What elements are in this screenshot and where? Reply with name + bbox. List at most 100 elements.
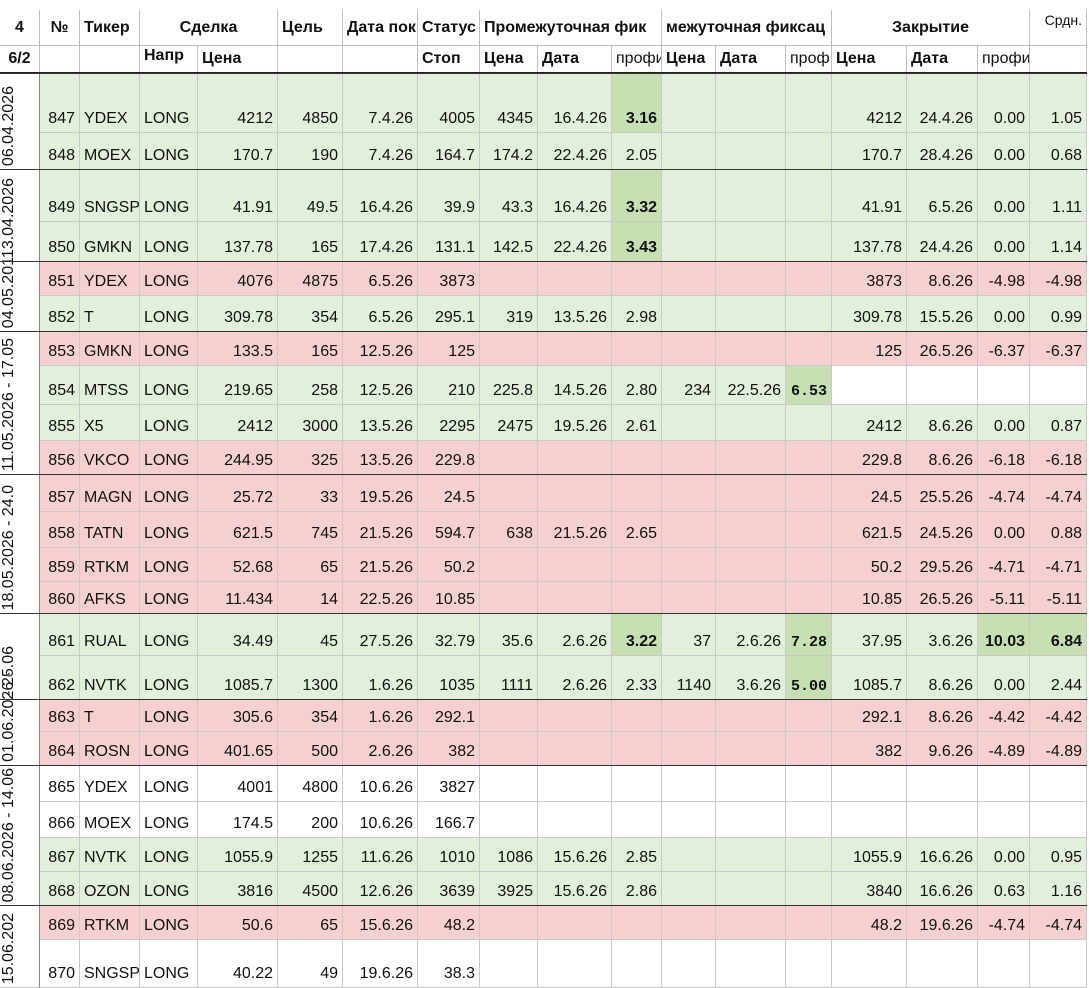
table-cell: 16.6.26 (907, 872, 978, 906)
table-cell (1030, 940, 1087, 988)
table-cell: 125 (418, 332, 480, 366)
table-cell (716, 582, 786, 614)
table-cell: 12.6.26 (343, 872, 418, 906)
table-cell: 10.85 (418, 582, 480, 614)
table-cell: 2.98 (612, 296, 662, 332)
table-cell: -4.74 (978, 475, 1030, 512)
table-cell: 4212 (198, 74, 278, 133)
table-cell: YDEX (80, 262, 140, 296)
table-cell: 10.03 (978, 614, 1030, 656)
table-cell (786, 766, 832, 802)
table-cell: 0.00 (978, 170, 1030, 222)
table-cell: 1.16 (1030, 872, 1087, 906)
table-cell: 2.65 (612, 512, 662, 548)
table-cell: 3.6.26 (716, 656, 786, 700)
table-cell: LONG (140, 441, 198, 475)
table-cell: -4.71 (978, 548, 1030, 582)
week-rule (0, 169, 1087, 170)
table-cell (786, 940, 832, 988)
table-cell: 137.78 (832, 222, 907, 262)
table-cell: -4.71 (1030, 548, 1087, 582)
table-cell: 4076 (198, 262, 278, 296)
table-cell: 6.53 (786, 366, 832, 405)
table-cell: 2.80 (612, 366, 662, 405)
table-cell: 354 (278, 296, 343, 332)
table-cell: 4345 (480, 74, 538, 133)
table-cell: LONG (140, 262, 198, 296)
table-cell: 50.2 (832, 548, 907, 582)
table-cell (662, 133, 716, 170)
table-cell (662, 766, 716, 802)
table-cell: 11.6.26 (343, 838, 418, 872)
table-cell: 258 (278, 366, 343, 405)
table-cell: 25.5.26 (907, 475, 978, 512)
table-cell: 170.7 (198, 133, 278, 170)
table-cell: 382 (832, 732, 907, 766)
subheader-cell: Напр (140, 46, 198, 73)
table-cell (786, 512, 832, 548)
table-cell: 3840 (832, 872, 907, 906)
table-cell: 3.32 (612, 170, 662, 222)
table-cell: 4850 (278, 74, 343, 133)
table-cell: 200 (278, 802, 343, 838)
table-cell (786, 872, 832, 906)
table-cell (716, 512, 786, 548)
table-cell (538, 766, 612, 802)
table-cell: 401.65 (198, 732, 278, 766)
table-cell: 858 (40, 512, 80, 548)
table-cell: TATN (80, 512, 140, 548)
table-cell: 164.7 (418, 133, 480, 170)
table-cell: 65 (278, 548, 343, 582)
table-cell: LONG (140, 700, 198, 732)
table-cell (662, 906, 716, 940)
table-cell (538, 732, 612, 766)
table-cell: 4875 (278, 262, 343, 296)
table-cell: 0.63 (978, 872, 1030, 906)
subheader-cell: Цена (662, 46, 716, 73)
table-cell: 500 (278, 732, 343, 766)
table-cell: 174.2 (480, 133, 538, 170)
table-cell (832, 766, 907, 802)
table-cell: 3639 (418, 872, 480, 906)
week-label: 08.06.2026 - 14.06 (0, 767, 17, 902)
table-cell: 1.6.26 (343, 700, 418, 732)
table-cell: 2.86 (612, 872, 662, 906)
table-cell (716, 405, 786, 441)
table-cell: 19.6.26 (907, 906, 978, 940)
table-cell: 7.4.26 (343, 133, 418, 170)
table-cell: 848 (40, 133, 80, 170)
table-cell: 2.85 (612, 838, 662, 872)
table-cell: 16.4.26 (538, 170, 612, 222)
table-cell: 0.00 (978, 74, 1030, 133)
table-cell: 6.84 (1030, 614, 1087, 656)
table-cell: 190 (278, 133, 343, 170)
table-cell: 234 (662, 366, 716, 405)
table-cell: 860 (40, 582, 80, 614)
table-cell: LONG (140, 802, 198, 838)
table-cell: 142.5 (480, 222, 538, 262)
header-cell: Тикер (80, 10, 140, 46)
table-cell: 3873 (418, 262, 480, 296)
table-cell: 24.5 (832, 475, 907, 512)
table-cell: 1.05 (1030, 74, 1087, 133)
table-cell: 9.6.26 (907, 732, 978, 766)
subheader-cell (80, 46, 140, 73)
table-cell (832, 940, 907, 988)
table-cell: RTKM (80, 548, 140, 582)
table-cell: 3873 (832, 262, 907, 296)
table-cell: 39.9 (418, 170, 480, 222)
table-cell: LONG (140, 906, 198, 940)
table-cell: 49.5 (278, 170, 343, 222)
table-cell (786, 441, 832, 475)
table-cell: 125 (832, 332, 907, 366)
table-cell (480, 700, 538, 732)
table-cell (480, 262, 538, 296)
table-cell (978, 802, 1030, 838)
table-cell: 621.5 (832, 512, 907, 548)
table-cell: 16.4.26 (538, 74, 612, 133)
table-cell (662, 262, 716, 296)
table-cell: 17.4.26 (343, 222, 418, 262)
table-cell: 8.6.26 (907, 405, 978, 441)
table-cell: 295.1 (418, 296, 480, 332)
table-cell: 10.6.26 (343, 802, 418, 838)
